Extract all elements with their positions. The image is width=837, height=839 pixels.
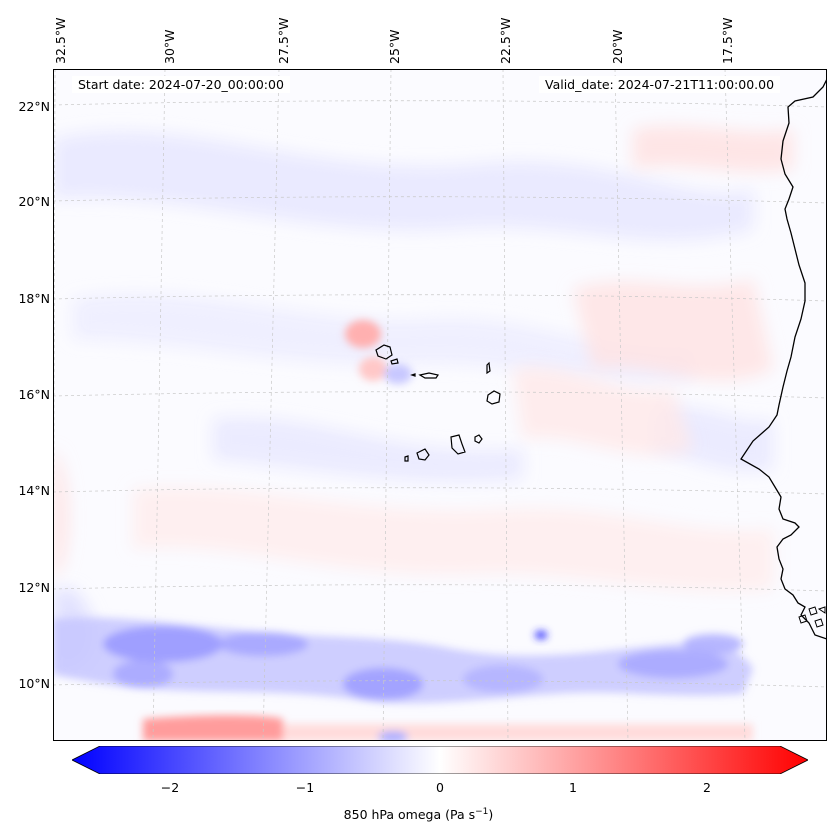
colorbar-tick-2: 2 [703, 780, 711, 795]
gridline-22n [52, 100, 828, 108]
descent-field-patches [53, 131, 773, 671]
lon-label-27-5w: 27.5°W [276, 17, 291, 64]
gridline-20n [52, 196, 828, 204]
colorbar-tick-1: 1 [569, 780, 577, 795]
island-sal [486, 361, 491, 375]
island-sao-vicente [390, 358, 399, 365]
island-santiago [450, 434, 466, 455]
gridline-22-5w [502, 68, 509, 742]
lat-label-10n: 10°N [18, 676, 50, 691]
colorbar-unit: (Pa s [445, 807, 476, 823]
colorbar-variable: 850 hPa omega [343, 807, 442, 823]
lon-label-22-5w: 22.5°W [498, 17, 513, 64]
gridline-18n [52, 294, 828, 302]
colorbar-tick-0: 0 [436, 780, 444, 795]
gridline-16n [52, 391, 828, 399]
map-frame [53, 69, 827, 741]
lat-label-18n: 18°N [18, 291, 50, 306]
cape-verde-islands [375, 344, 501, 462]
colorbar [72, 746, 808, 774]
map-panel [52, 68, 828, 743]
gridline-30w [152, 68, 166, 742]
island-fogo [416, 448, 430, 461]
lat-label-22n: 22°N [18, 99, 50, 114]
ascent-field-patches [53, 126, 793, 592]
gridline-12n [52, 584, 828, 592]
lon-label-32-5w: 32.5°W [53, 17, 68, 64]
island-santa-luzia [410, 373, 416, 377]
island-santo-antao [375, 344, 393, 360]
lat-label-14n: 14°N [18, 483, 50, 498]
lat-label-12n: 12°N [18, 580, 50, 595]
lon-label-30w: 30°W [162, 29, 177, 64]
gridline-25w [382, 68, 392, 742]
lon-label-17-5w: 17.5°W [720, 17, 735, 64]
omega-field-map [52, 68, 828, 743]
bijagos-islands [798, 606, 826, 628]
africa-coastline [740, 78, 828, 640]
colorbar-label: 850 hPa omega (Pa s−1) [0, 807, 837, 822]
island-sao-nicolau [418, 372, 439, 379]
gridline-17-5w [724, 68, 746, 742]
gridline-27-5w [262, 68, 280, 742]
colorbar-tick-neg2: −2 [160, 780, 180, 795]
gridline-10n [52, 680, 828, 688]
valid-date-label: Valid_date: 2024-07-21T11:00:00.00 [539, 76, 781, 93]
colorbar-gradient [72, 746, 808, 774]
island-dipole [345, 320, 412, 384]
gridline-14n [52, 487, 828, 495]
lon-label-25w: 25°W [387, 29, 402, 64]
colorbar-unit-exponent: −1 [475, 807, 489, 817]
lon-label-20w: 20°W [610, 29, 625, 64]
lat-label-20n: 20°N [18, 194, 50, 209]
start-date-label: Start date: 2024-07-20_00:00:00 [72, 76, 290, 93]
colorbar-tick-neg1: −1 [295, 780, 315, 795]
island-maio [474, 434, 483, 444]
colorbar-unit-close: ) [488, 807, 494, 823]
southern-red-strip [143, 715, 753, 743]
gridline-20w [614, 68, 629, 742]
island-brava [404, 455, 409, 462]
island-boa-vista [486, 390, 501, 405]
lat-label-16n: 16°N [18, 387, 50, 402]
